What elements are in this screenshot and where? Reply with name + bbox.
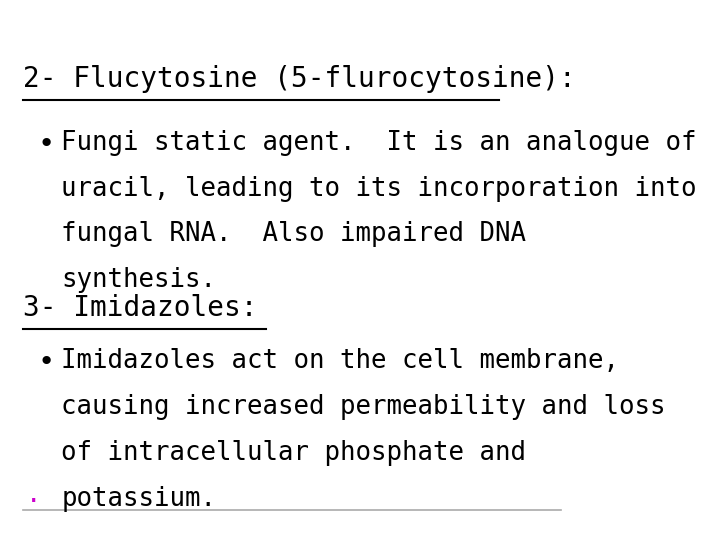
Text: of intracellular phosphate and: of intracellular phosphate and — [61, 440, 526, 466]
Text: •: • — [38, 130, 55, 158]
Text: potassium.: potassium. — [61, 486, 216, 512]
Text: ·: · — [26, 489, 42, 515]
Text: •: • — [38, 348, 55, 376]
Text: fungal RNA.  Also impaired DNA: fungal RNA. Also impaired DNA — [61, 221, 526, 247]
Text: uracil, leading to its incorporation into: uracil, leading to its incorporation int… — [61, 176, 697, 201]
Text: 3- Imidazoles:: 3- Imidazoles: — [23, 294, 258, 322]
Text: Imidazoles act on the cell membrane,: Imidazoles act on the cell membrane, — [61, 348, 619, 374]
Text: synthesis.: synthesis. — [61, 267, 216, 293]
Text: causing increased permeability and loss: causing increased permeability and loss — [61, 394, 666, 420]
Text: 2- Flucytosine (5-flurocytosine):: 2- Flucytosine (5-flurocytosine): — [23, 65, 576, 93]
Text: Fungi static agent.  It is an analogue of: Fungi static agent. It is an analogue of — [61, 130, 697, 156]
